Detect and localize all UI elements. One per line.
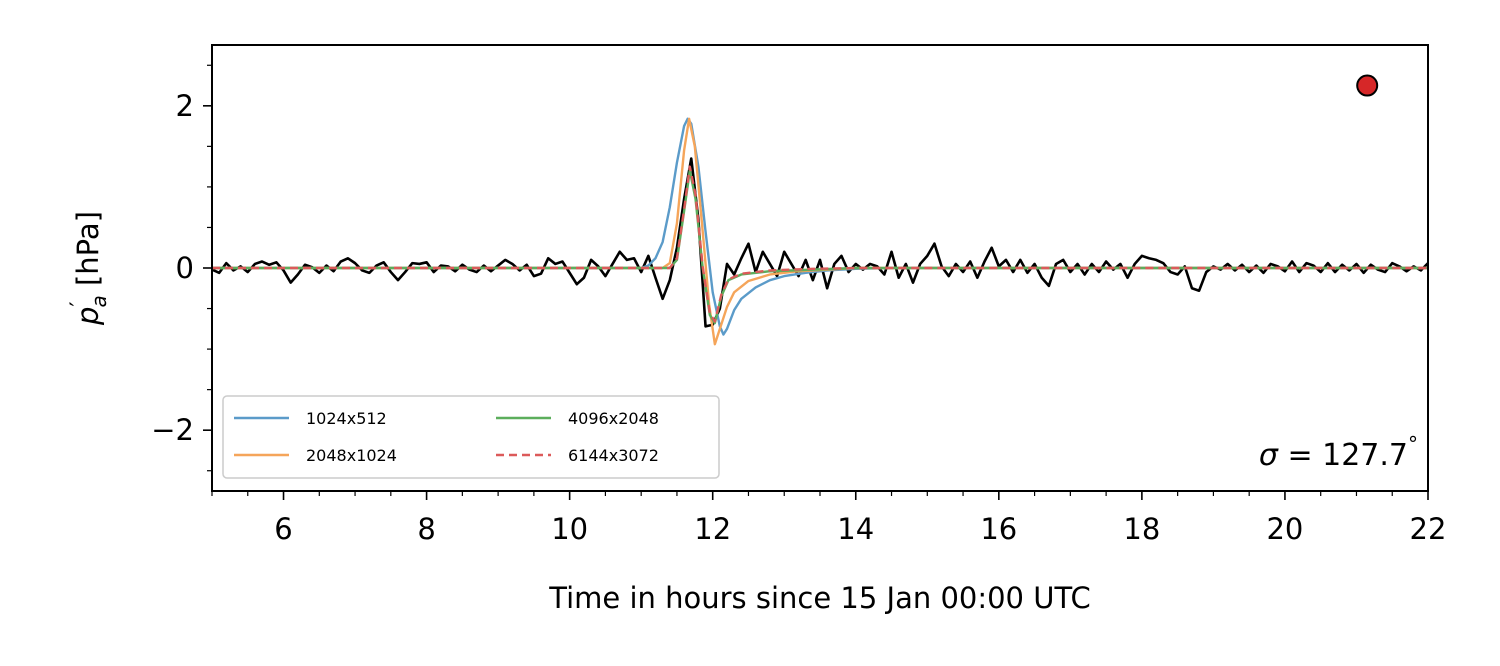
y-axis-label: p′a [hPa] [67, 211, 111, 326]
legend: 1024x512 2048x1024 4096x2048 6144x3072 [222, 395, 720, 479]
legend-label-6144x3072: 6144x3072 [568, 446, 659, 465]
y-axis-ticks: −2 0 2 [151, 64, 212, 472]
legend-label-1024x512: 1024x512 [306, 409, 387, 428]
x-tick-label: 14 [837, 512, 874, 546]
x-tick-label: 20 [1266, 512, 1303, 546]
sigma-annotation: σ = 127.7° [1259, 432, 1418, 473]
y-axis-label-prime: ′ [67, 302, 92, 307]
x-tick-label: 10 [551, 512, 588, 546]
x-axis-ticks: 6 8 10 12 14 16 18 20 22 [211, 491, 1447, 546]
marker-layer [1356, 74, 1379, 97]
x-tick-label: 6 [274, 512, 292, 546]
y-axis-label-subscript: a [87, 295, 111, 307]
x-tick-label: 16 [980, 512, 1017, 546]
y-tick-label: 2 [176, 89, 194, 123]
legend-label-2048x1024: 2048x1024 [306, 446, 397, 465]
x-tick-label: 8 [417, 512, 435, 546]
y-axis-label-unit: [hPa] [71, 211, 105, 295]
station-marker [1356, 74, 1379, 97]
y-axis-label-symbol: p [71, 307, 105, 326]
sigma-value: = 127.7 [1278, 438, 1408, 473]
series-layer [212, 117, 1428, 346]
sigma-degree: ° [1408, 432, 1418, 456]
series-line-2048x1024 [212, 117, 1428, 346]
series-line-6144x3072 [212, 165, 1428, 323]
x-tick-label: 22 [1410, 512, 1447, 546]
series-line-1024x512 [212, 117, 1428, 336]
plot-frame [211, 44, 1429, 492]
x-tick-label: 18 [1123, 512, 1160, 546]
legend-box [222, 395, 720, 479]
sigma-symbol: σ [1259, 438, 1279, 473]
legend-label-4096x2048: 4096x2048 [568, 409, 659, 428]
series-line-observed [212, 157, 1428, 328]
x-tick-label: 12 [694, 512, 731, 546]
x-axis-label: Time in hours since 15 Jan 00:00 UTC [548, 581, 1090, 615]
series-line-4096x2048 [212, 169, 1428, 325]
y-tick-label: −2 [151, 413, 194, 447]
y-tick-label: 0 [176, 251, 194, 285]
